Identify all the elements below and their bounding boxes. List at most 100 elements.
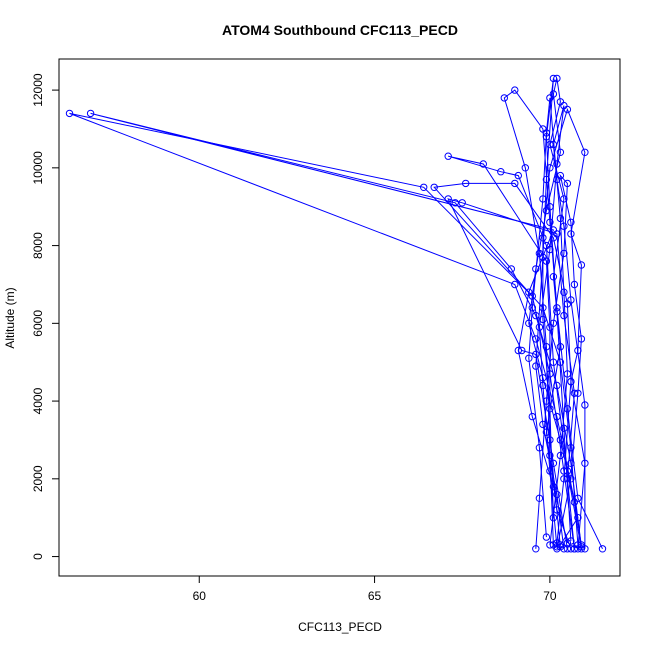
data-point [574,545,582,553]
data-point [479,160,487,168]
data-point [532,362,540,370]
data-point [553,490,561,499]
x-axis: 60 65 70 [193,576,557,603]
data-series [65,109,582,553]
data-point [539,315,547,324]
data-point [549,74,558,83]
series-line [528,78,582,549]
data-point [532,545,540,553]
series-line [69,112,579,549]
data-point [567,459,575,467]
data-series [444,195,579,553]
data-point [546,94,554,102]
data-point [553,160,561,168]
data-point [567,537,575,545]
data-point [511,86,519,94]
data-point [539,195,547,203]
data-point [553,543,561,551]
data-point [532,350,540,359]
series-line [528,97,586,549]
data-point [535,444,544,452]
data-point [521,164,529,172]
data-point [560,424,568,432]
data-point [567,444,575,452]
data-point [560,101,568,110]
y-tick-label: 6000 [31,310,45,337]
data-point [574,514,582,522]
series-line [503,89,603,550]
data-point [563,179,572,188]
data-point [570,545,579,553]
y-tick-label: 4000 [31,387,45,414]
data-point [462,179,470,188]
x-tick-label: 60 [193,589,207,603]
data-point [556,148,565,157]
data-point [525,354,533,362]
data-point [553,74,561,83]
data-point [539,381,547,390]
data-point [553,230,561,238]
data-point [567,296,575,304]
data-point [567,218,575,227]
data-point [563,370,572,378]
data-point [511,280,519,289]
y-tick-label: 10000 [31,151,45,185]
series-line [535,78,572,549]
data-point [567,377,575,386]
data-point [542,175,551,184]
series-line [538,105,568,547]
data-point [528,292,536,300]
data-series [86,109,586,551]
data-point [560,311,568,320]
data-point [577,261,586,269]
data-point [497,168,505,176]
data-series-layer [65,74,607,553]
data-point [65,109,74,118]
data-point [546,467,554,475]
series-line [447,198,575,549]
data-series [444,152,586,553]
y-tick-label: 8000 [31,232,45,259]
data-point [518,346,526,355]
data-point [532,335,540,343]
chart-title: ATOM4 Southbound CFC113_PECD [222,22,458,38]
data-point [570,280,579,289]
data-point [553,308,561,316]
data-point [535,494,544,502]
x-axis-label: CFC113_PECD [298,620,382,634]
data-point [514,171,522,180]
data-point [546,218,554,227]
data-point [430,183,438,192]
data-point [546,405,554,413]
data-point [420,183,428,192]
data-point [581,545,589,553]
data-point [556,214,565,223]
data-point [444,152,452,160]
data-point [598,545,607,553]
series-line [542,108,586,544]
data-point [546,541,554,549]
data-point [86,109,95,118]
y-tick-label: 2000 [31,465,45,492]
data-point [581,148,589,157]
y-axis-label: Altitude (m) [3,287,17,348]
data-point [567,230,575,238]
y-tick-label: 0 [31,553,45,560]
data-point [549,358,558,366]
data-point [560,545,568,553]
data-point [542,133,551,141]
plot-frame [58,58,621,577]
y-axis: 0 2000 4000 6000 8000 10000 12000 [31,73,59,560]
x-tick-label: 70 [543,589,557,603]
data-point [563,545,572,553]
data-point [458,199,466,207]
data-point [535,323,544,331]
series-line [90,112,582,547]
data-point [546,164,554,172]
data-point [560,249,568,258]
x-tick-label: 65 [368,589,382,603]
data-point [528,304,536,312]
data-point [560,288,568,296]
